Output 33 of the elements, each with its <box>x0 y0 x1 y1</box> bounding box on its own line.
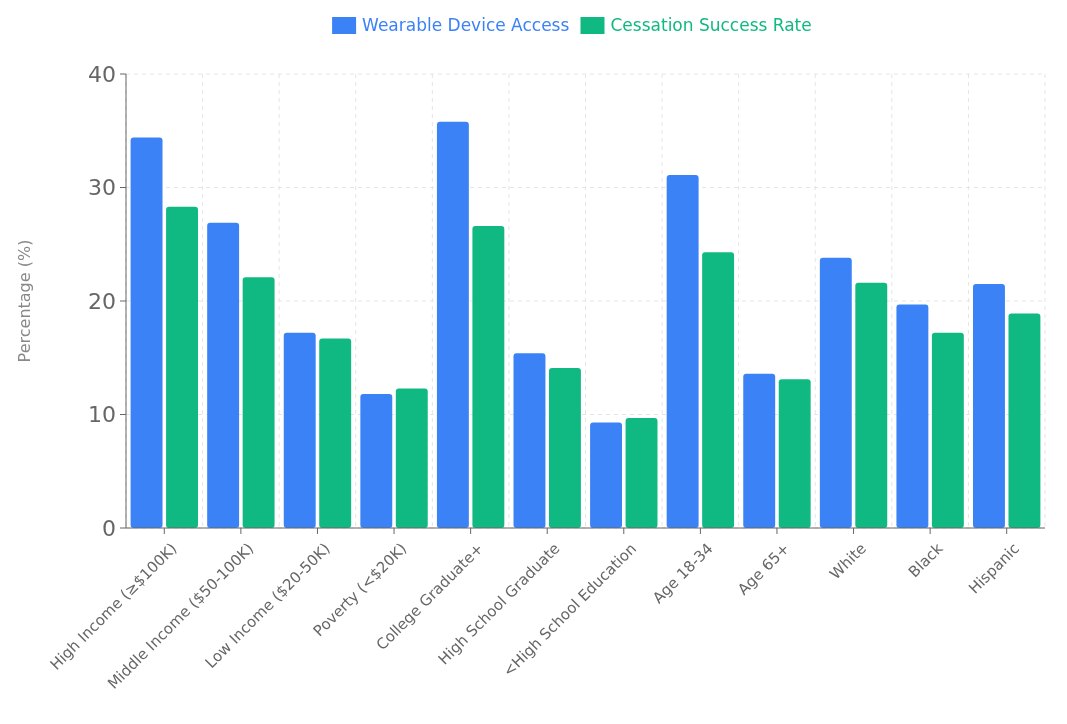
y-axis-title: Percentage (%) <box>15 239 34 363</box>
bar <box>743 373 776 528</box>
bar <box>242 277 275 528</box>
y-tick-label: 10 <box>88 402 116 428</box>
y-tick-label: 0 <box>102 515 116 541</box>
bar <box>513 353 546 528</box>
bar <box>590 422 623 528</box>
bar <box>319 338 352 528</box>
legend-label: Cessation Success Rate <box>610 15 812 35</box>
bar <box>702 252 735 528</box>
bar <box>395 388 428 528</box>
bar <box>973 283 1005 528</box>
y-tick-label: 20 <box>88 288 116 314</box>
bar <box>625 417 658 528</box>
bar <box>855 282 888 528</box>
bar <box>360 394 393 528</box>
bar <box>130 137 163 528</box>
bar <box>778 379 811 528</box>
bar <box>548 367 581 528</box>
bar <box>166 206 198 528</box>
bar <box>436 121 469 528</box>
bar <box>896 304 929 528</box>
bar <box>819 257 852 528</box>
y-tick-label: 30 <box>88 175 116 201</box>
x-tick-label: Age 65+ <box>734 539 794 599</box>
bar <box>283 332 316 528</box>
bar <box>207 222 240 528</box>
legend-label: Wearable Device Access <box>362 15 570 35</box>
bar <box>666 175 699 528</box>
bar <box>1008 313 1041 528</box>
y-tick-label: 40 <box>88 61 116 87</box>
bar <box>931 332 964 528</box>
bar <box>472 226 505 528</box>
